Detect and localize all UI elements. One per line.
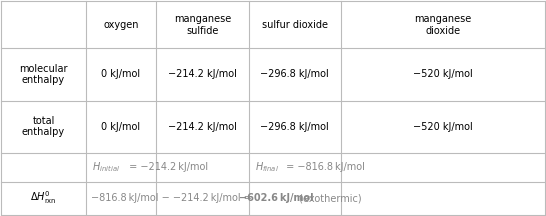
Text: manganese
dioxide: manganese dioxide (414, 14, 471, 36)
Text: $H_\mathregular{final}$: $H_\mathregular{final}$ (255, 160, 279, 174)
Text: −214.2 kJ/mol: −214.2 kJ/mol (168, 69, 237, 79)
Text: oxygen: oxygen (103, 20, 139, 30)
Text: manganese
sulfide: manganese sulfide (174, 14, 231, 36)
Text: −816.8 kJ/mol − −214.2 kJ/mol =: −816.8 kJ/mol − −214.2 kJ/mol = (91, 193, 255, 203)
Text: $H_\mathregular{initial}$: $H_\mathregular{initial}$ (92, 160, 120, 174)
Text: −296.8 kJ/mol: −296.8 kJ/mol (260, 122, 329, 132)
Text: −602.6 kJ/mol: −602.6 kJ/mol (239, 193, 314, 203)
Text: total
enthalpy: total enthalpy (22, 116, 65, 137)
Text: sulfur dioxide: sulfur dioxide (262, 20, 328, 30)
Text: −520 kJ/mol: −520 kJ/mol (413, 122, 473, 132)
Text: 0 kJ/mol: 0 kJ/mol (102, 122, 140, 132)
Text: 0 kJ/mol: 0 kJ/mol (102, 69, 140, 79)
Text: molecular
enthalpy: molecular enthalpy (19, 64, 68, 85)
Text: −520 kJ/mol: −520 kJ/mol (413, 69, 473, 79)
Text: = −214.2 kJ/mol: = −214.2 kJ/mol (126, 162, 208, 172)
Text: $\Delta H^0_\mathregular{rxn}$: $\Delta H^0_\mathregular{rxn}$ (30, 190, 57, 206)
Text: (exothermic): (exothermic) (296, 193, 362, 203)
Text: −214.2 kJ/mol: −214.2 kJ/mol (168, 122, 237, 132)
Text: −296.8 kJ/mol: −296.8 kJ/mol (260, 69, 329, 79)
Text: = −816.8 kJ/mol: = −816.8 kJ/mol (283, 162, 365, 172)
